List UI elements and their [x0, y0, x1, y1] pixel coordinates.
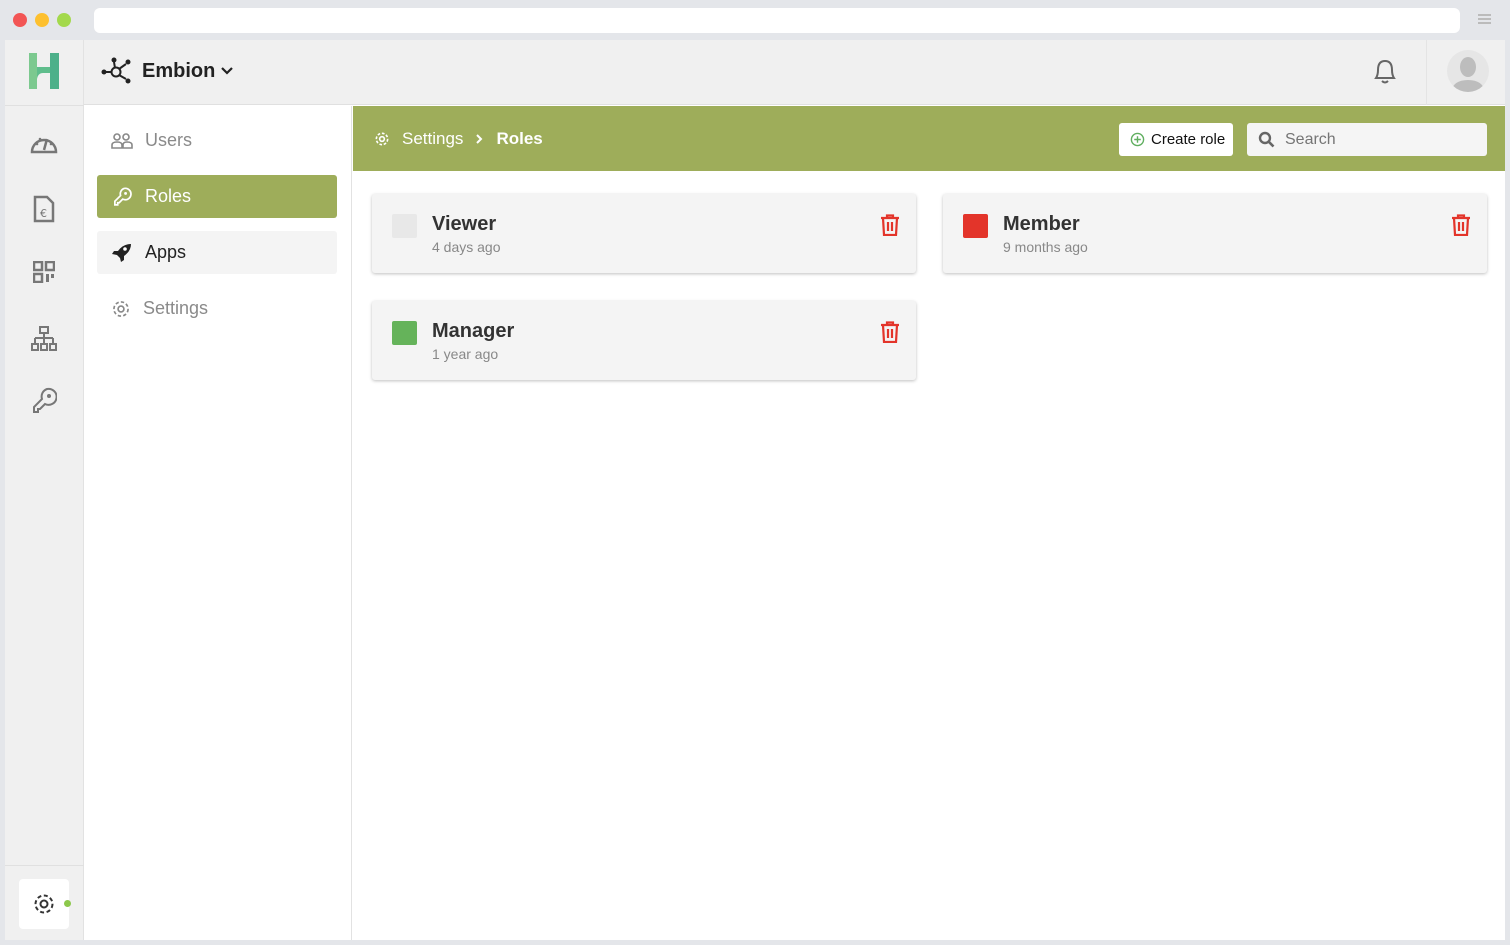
subnav-item-users[interactable]: Users — [97, 119, 337, 162]
subnav-label: Users — [145, 130, 193, 150]
role-card[interactable]: Member 9 months ago — [943, 194, 1487, 273]
role-updated: 9 months ago — [1003, 239, 1088, 255]
svg-text:€: € — [40, 207, 47, 220]
trash-icon[interactable] — [880, 214, 900, 236]
role-name: Manager — [432, 320, 515, 342]
search-icon — [1258, 131, 1275, 148]
app: € Embion Users Roles Ap — [5, 40, 1505, 940]
breadcrumb-current: Roles — [496, 129, 543, 148]
subnav-label: Apps — [145, 242, 187, 262]
status-indicator — [64, 900, 71, 907]
qr-code-icon[interactable] — [33, 261, 55, 283]
subnav-item-roles[interactable]: Roles — [97, 175, 337, 218]
maximize-window-button[interactable] — [57, 13, 71, 27]
chevron-right-icon — [476, 134, 483, 144]
page-toolbar: Settings Roles Create role — [353, 106, 1505, 171]
chevron-down-icon — [221, 67, 234, 75]
logo[interactable] — [29, 53, 59, 94]
role-color-swatch — [963, 214, 988, 238]
create-role-button[interactable]: Create role — [1119, 123, 1233, 156]
role-card[interactable]: Viewer 4 days ago — [372, 194, 916, 273]
breadcrumb-settings[interactable]: Settings — [402, 129, 464, 148]
window-chrome — [0, 0, 1510, 40]
role-updated: 4 days ago — [432, 239, 501, 255]
role-color-swatch — [392, 321, 417, 345]
invoice-icon[interactable]: € — [33, 195, 55, 223]
org-chart-icon[interactable] — [31, 326, 57, 352]
close-window-button[interactable] — [13, 13, 27, 27]
role-color-swatch — [392, 214, 417, 238]
minimize-window-button[interactable] — [35, 13, 49, 27]
users-icon — [111, 132, 133, 149]
trash-icon[interactable] — [1451, 214, 1471, 236]
settings-button[interactable] — [19, 879, 69, 929]
gear-icon — [34, 894, 54, 914]
bell-icon[interactable] — [1372, 56, 1398, 86]
left-rail: € — [5, 40, 84, 940]
subnav-item-apps[interactable]: Apps — [97, 231, 337, 274]
subnav-label: Roles — [145, 186, 192, 206]
role-card[interactable]: Manager 1 year ago — [372, 301, 916, 380]
menu-icon[interactable] — [1478, 14, 1491, 24]
create-role-label: Create role — [1151, 131, 1226, 148]
key-icon[interactable] — [31, 387, 57, 415]
address-bar[interactable] — [94, 8, 1460, 33]
top-header: Embion — [84, 40, 1505, 105]
role-name: Viewer — [432, 213, 497, 235]
dashboard-icon[interactable] — [29, 130, 59, 156]
subnav-item-settings[interactable]: Settings — [97, 287, 337, 330]
role-updated: 1 year ago — [432, 346, 499, 362]
avatar[interactable] — [1447, 50, 1489, 92]
network-icon — [101, 57, 131, 84]
search-input[interactable] — [1285, 130, 1475, 149]
gear-icon — [375, 132, 389, 146]
subnav-label: Settings — [143, 298, 209, 318]
settings-subnav: Users Roles Apps Settings — [85, 106, 352, 940]
role-name: Member — [1003, 213, 1080, 235]
trash-icon[interactable] — [880, 321, 900, 343]
breadcrumb: Settings Roles — [374, 129, 543, 149]
plus-circle-icon — [1130, 132, 1145, 147]
org-switcher[interactable]: Embion — [101, 57, 234, 85]
rocket-icon — [112, 243, 131, 262]
gear-icon — [113, 300, 129, 317]
search-field[interactable] — [1247, 123, 1487, 156]
key-icon — [114, 187, 132, 206]
org-name: Embion — [142, 59, 216, 82]
